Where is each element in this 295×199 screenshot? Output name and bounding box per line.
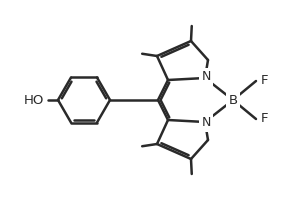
Text: N: N (201, 116, 211, 130)
Text: HO: HO (24, 94, 44, 106)
Text: B: B (228, 94, 237, 106)
Text: F: F (261, 112, 269, 126)
Text: F: F (261, 74, 269, 88)
Text: N: N (201, 70, 211, 84)
